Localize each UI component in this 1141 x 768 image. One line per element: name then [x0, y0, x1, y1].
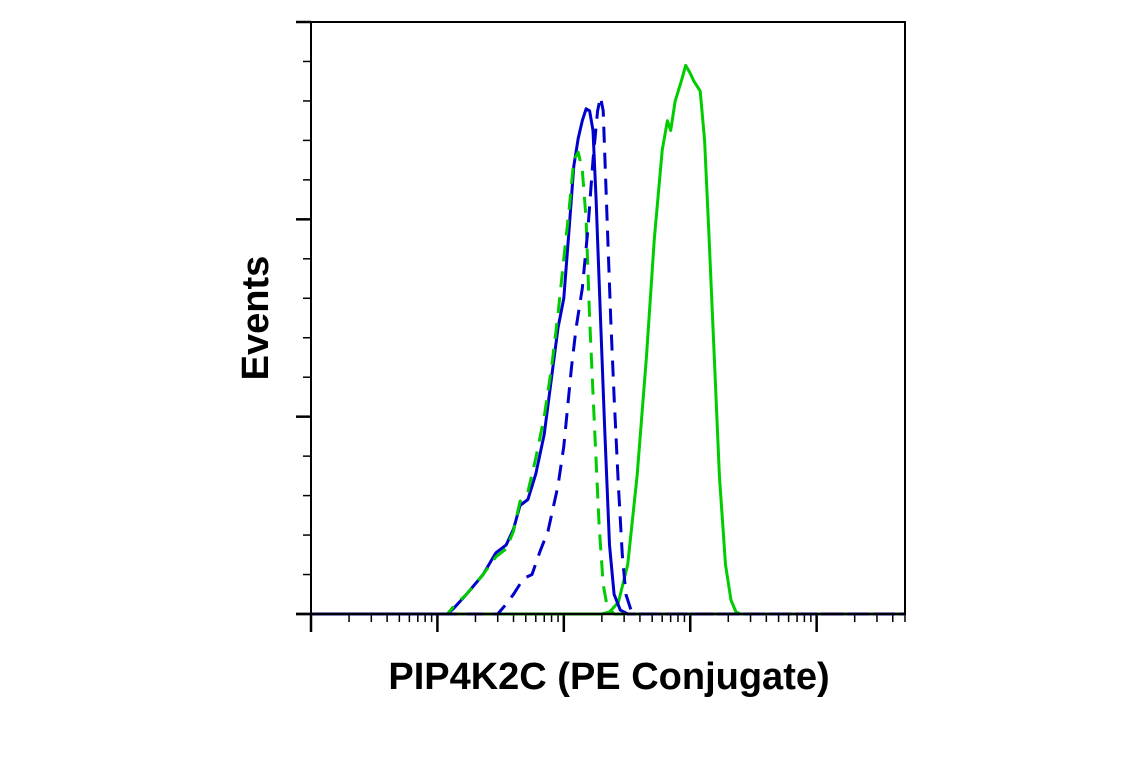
y-axis-title: Events — [235, 256, 277, 381]
series-line-2 — [311, 107, 905, 616]
x-axis-ticks — [309, 614, 906, 632]
series-line-1 — [311, 63, 905, 616]
histogram-series — [311, 63, 905, 616]
series-line-4 — [311, 95, 905, 616]
x-axis-title: PIP4K2C (PE Conjugate) — [388, 656, 829, 698]
series-line-3 — [311, 150, 905, 616]
y-axis-ticks — [296, 20, 311, 616]
